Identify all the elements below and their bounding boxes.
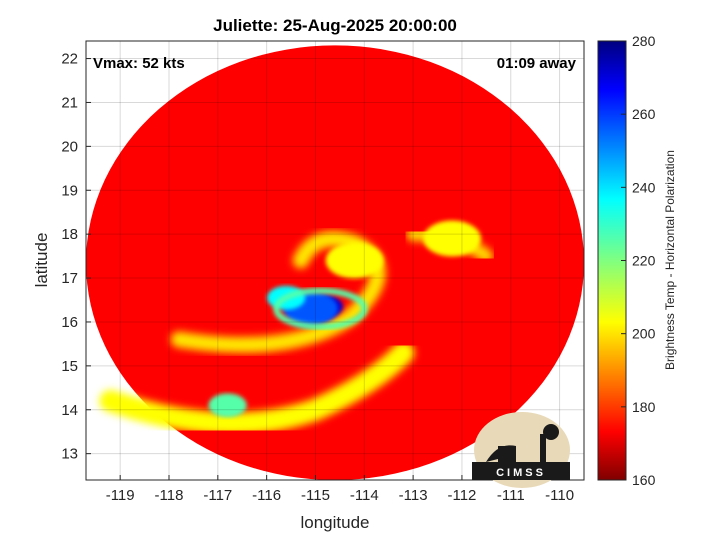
y-tick-label: 14 <box>61 402 78 419</box>
axes: -119 -118 -117 -116 -115 -114 -113 -112 -111 -110… <box>61 40 585 504</box>
x-tick-label: -113 <box>399 487 428 504</box>
logo-building <box>498 446 516 466</box>
feature-outer-band <box>423 220 481 257</box>
x-tick-label: -119 <box>106 487 135 504</box>
x-tick-label: -112 <box>447 487 476 504</box>
logo-water-tower-icon <box>543 424 559 440</box>
colorbar-tick-label: 260 <box>632 106 656 122</box>
y-axis-label: latitude <box>32 233 51 288</box>
southern-band <box>99 341 415 435</box>
x-tick-label: -110 <box>545 487 574 504</box>
colorbar-tick-label: 180 <box>632 399 656 415</box>
x-axis-label: longitude <box>300 513 369 532</box>
storm-structure <box>99 220 494 435</box>
cimss-logo: CIMSS <box>472 412 570 488</box>
chart-texts: Juliette: 25-Aug-2025 20:00:00 longitude… <box>32 16 677 532</box>
x-tick-label: -116 <box>252 487 281 504</box>
y-tick-label: 15 <box>61 358 78 375</box>
logo-text: CIMSS <box>496 467 546 479</box>
x-tick-label: -115 <box>301 487 330 504</box>
colorbar-tick-label: 220 <box>632 253 656 269</box>
chart-title: Juliette: 25-Aug-2025 20:00:00 <box>213 16 457 35</box>
feature-spiral-arm <box>325 242 384 279</box>
y-tick-label: 20 <box>61 138 78 155</box>
vmax-annotation: Vmax: 52 kts <box>93 55 185 72</box>
y-tick-label: 21 <box>61 94 78 111</box>
y-tick-label: 22 <box>61 51 78 68</box>
y-tick-label: 18 <box>61 226 78 243</box>
x-tick-label: -117 <box>203 487 232 504</box>
colorbar: 160 180 200 220 240 260 280 <box>597 33 656 488</box>
plot-frame <box>85 40 585 481</box>
colorbar-tick-label: 160 <box>632 472 656 488</box>
core-halo <box>273 287 368 330</box>
y-tick-label: 19 <box>61 182 78 199</box>
x-tick-label: -118 <box>155 487 184 504</box>
colorbar-tick-label: 240 <box>632 179 656 195</box>
x-tick-label: -114 <box>350 487 379 504</box>
time-away-annotation: 01:09 away <box>497 55 577 72</box>
feature-southern-rainband <box>208 393 247 418</box>
y-tick-label: 16 <box>61 314 78 331</box>
colorbar-tick-label: 200 <box>632 326 656 342</box>
logo-tower <box>540 434 546 468</box>
y-tick-label: 13 <box>61 446 78 463</box>
colorbar-label: Brightness Temp - Horizontal Polarizatio… <box>663 150 677 370</box>
colorbar-tick-label: 280 <box>632 33 656 49</box>
logo-banner <box>472 462 570 480</box>
spiral-band <box>170 231 386 353</box>
x-tick-label: -111 <box>497 487 525 504</box>
y-tick-label: 17 <box>61 270 78 287</box>
plot-area <box>86 41 584 480</box>
